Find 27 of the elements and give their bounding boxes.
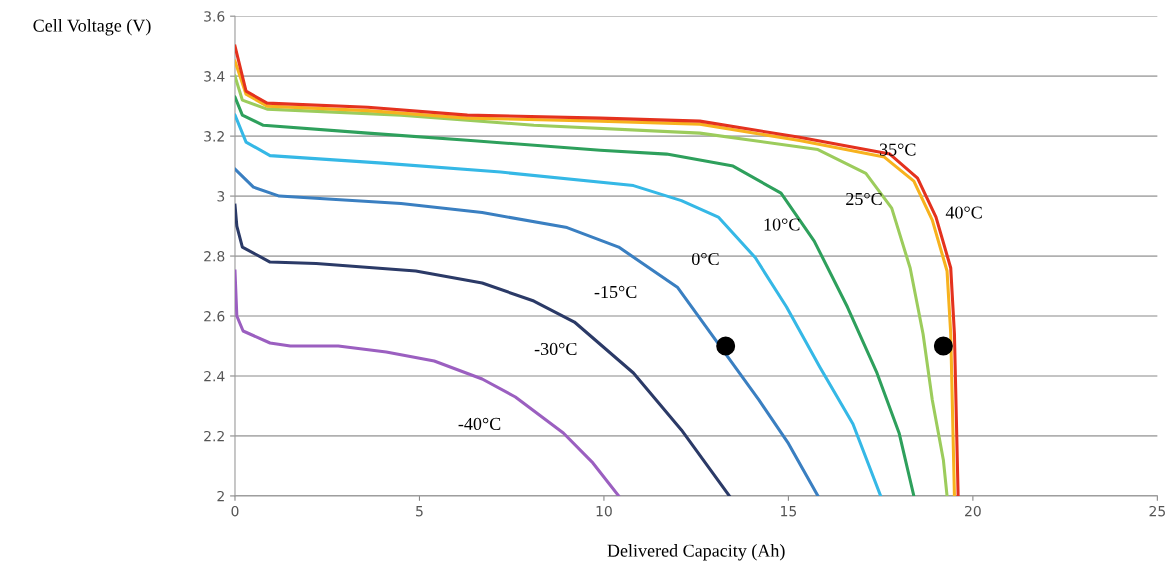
y-tick-label: 3.4 [204,71,225,82]
series-label: 25°C [846,192,882,206]
x-tick-label: 5 [416,506,423,517]
y-tick-label: 3.2 [204,131,224,142]
y-axis-title: Cell Voltage (V) [33,19,151,36]
series-label: -30°C [534,342,577,356]
y-tick-label: 2.8 [204,251,225,262]
y-tick-label: 3 [217,191,225,202]
line-series [234,203,731,496]
y-tick-label: 2.2 [204,430,224,442]
series-label: 0°C [691,252,719,266]
y-tick-label: 2 [217,490,224,502]
x-tick-label: 0 [231,505,239,517]
series-label: -40°C [458,417,501,430]
series-label: 35°C [879,143,916,156]
series-label: 10°C [764,218,800,231]
y-tick-label: 3.6 [204,11,225,22]
x-axis-title: Delivered Capacity (Ah) [607,544,785,561]
x-tick-label: 10 [596,505,612,517]
series-label: 40°C [945,206,982,219]
x-tick-label: 15 [781,506,797,517]
x-tick-label: 20 [965,505,981,517]
line-series [234,167,820,496]
x-tick-label: 25 [1149,505,1165,517]
series-label: -15°C [594,285,637,299]
y-tick-label: 2.4 [204,370,225,382]
y-tick-label: 2.6 [204,310,225,322]
